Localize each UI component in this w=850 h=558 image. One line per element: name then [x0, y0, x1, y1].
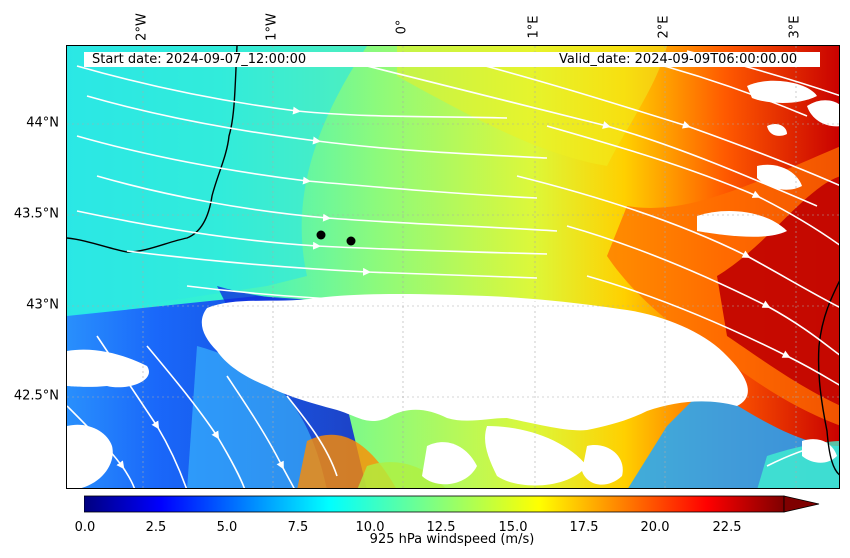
coastline-west [67, 46, 238, 253]
lat-label-42-5: 42.5°N [13, 388, 59, 404]
gridlines [67, 46, 839, 488]
masked-terrain-west [67, 349, 149, 388]
masked-terrain-ne5 [767, 123, 787, 136]
colorbar-tick-7-5: 7.5 [287, 520, 309, 535]
colorbar-tick-20: 20.0 [640, 520, 670, 535]
colorbar-tick-0: 0.0 [74, 520, 96, 535]
lon-label-2w: 2°W [134, 13, 150, 41]
colorbar-tick-10: 10.0 [355, 520, 385, 535]
south-central-green [357, 462, 446, 488]
colorbar-extend-arrow [783, 495, 820, 513]
masked-terrain-s3 [582, 445, 623, 485]
windspeed-map [66, 45, 840, 489]
masked-terrain-ne3 [807, 100, 839, 127]
masked-terrain-ne2 [747, 80, 817, 103]
coastline-east [817, 280, 839, 476]
eastern-max-winds [717, 176, 839, 406]
colorbar [83, 495, 820, 513]
colorbar-tick-12-5: 12.5 [426, 520, 456, 535]
colorbar-tick-17-5: 17.5 [569, 520, 599, 535]
lon-label-1e: 1°E [526, 15, 542, 39]
colorbar-label: 925 hPa windspeed (m/s) [369, 532, 535, 547]
marker-point-2 [346, 236, 356, 246]
info-bar [84, 52, 820, 67]
colorbar-gradient [83, 495, 785, 513]
masked-terrain-ne1 [697, 211, 787, 237]
colorbar-tick-15: 15.0 [498, 520, 528, 535]
lat-label-44: 44°N [26, 115, 59, 131]
south-field [187, 346, 327, 488]
valid-date-label: Valid_date: 2024-09-09T06:00:00.00 [559, 52, 798, 67]
masked-terrain-s1 [422, 442, 477, 485]
lat-label-43-5: 43.5°N [13, 206, 59, 222]
masked-terrain-ne4 [757, 164, 802, 190]
masked-terrain-main [201, 294, 748, 431]
colorbar-tick-5: 5.0 [216, 520, 238, 535]
streamlines [67, 50, 839, 488]
start-date-label: Start date: 2024-09-07_12:00:00 [92, 52, 307, 67]
masked-terrain-s2 [485, 426, 587, 486]
lon-label-3e: 3°E [787, 15, 803, 39]
lat-label-43: 43°N [26, 297, 59, 313]
colorbar-tick-2-5: 2.5 [145, 520, 167, 535]
yellow-band [397, 46, 667, 166]
marker-point-1 [316, 230, 326, 240]
lon-label-1w: 1°W [264, 13, 280, 41]
colorbar-tick-22-5: 22.5 [712, 520, 742, 535]
lon-label-2e: 2°E [656, 15, 672, 39]
lon-label-0: 0° [394, 19, 410, 35]
